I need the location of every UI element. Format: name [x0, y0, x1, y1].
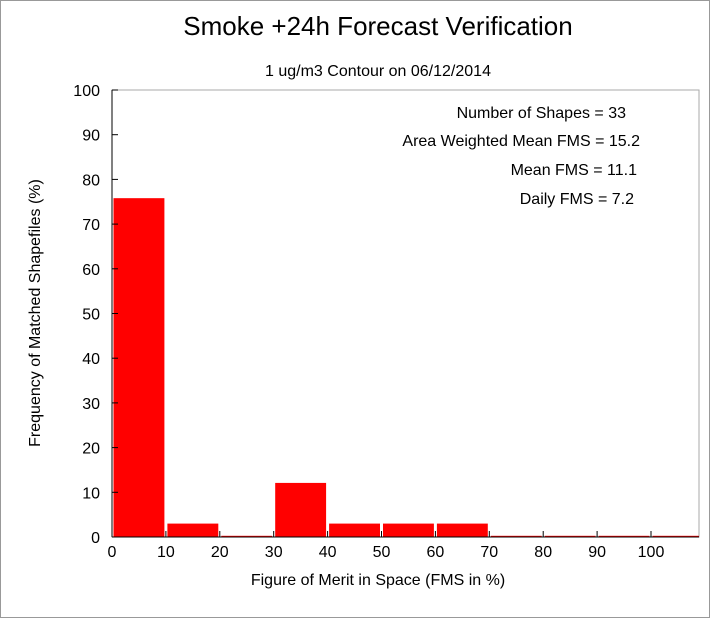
y-tick-label: 0	[91, 530, 100, 547]
bars-group	[113, 198, 699, 537]
histogram-bar	[113, 198, 165, 537]
histogram-bar	[167, 523, 219, 537]
y-tick-label: 80	[82, 172, 100, 189]
x-axis-label: Figure of Merit in Space (FMS in %)	[251, 572, 505, 589]
y-tick-label: 60	[82, 262, 100, 279]
y-tick-label: 70	[82, 217, 100, 234]
histogram-bar	[221, 535, 273, 537]
stat-annotation: Mean FMS = 11.1	[511, 162, 638, 179]
x-tick-label: 90	[588, 544, 606, 561]
stats-annotations: Number of Shapes = 33 Area Weighted Mean …	[402, 105, 640, 208]
chart-title: Smoke +24h Forecast Verification	[183, 11, 572, 41]
x-tick-label: 0	[108, 544, 117, 561]
histogram-bar	[490, 535, 542, 537]
y-tick-label: 100	[73, 83, 100, 100]
y-tick-label: 10	[82, 485, 100, 502]
histogram-bar	[436, 523, 488, 537]
x-tick-label: 30	[265, 544, 283, 561]
y-tick-label: 40	[82, 351, 100, 368]
x-tick-label: 80	[534, 544, 552, 561]
x-tick-label: 100	[638, 544, 665, 561]
stat-annotation: Number of Shapes = 33	[457, 105, 627, 122]
histogram-bar	[275, 482, 327, 537]
y-tick-label: 50	[82, 307, 100, 324]
histogram-bar	[652, 535, 699, 537]
y-tick-label: 20	[82, 441, 100, 458]
chart-subtitle: 1 ug/m3 Contour on 06/12/2014	[265, 63, 491, 80]
x-tick-label: 70	[480, 544, 498, 561]
x-axis-ticks: 0 10 20 30 40 50 60 70 80 90 100	[108, 531, 665, 561]
histogram-bar	[329, 523, 380, 537]
x-tick-label: 20	[211, 544, 229, 561]
stat-annotation: Daily FMS = 7.2	[520, 191, 634, 208]
histogram-bar	[598, 535, 650, 537]
histogram-bar	[544, 535, 596, 537]
y-axis-ticks: 0 10 20 30 40 50 60 70 80 90 100	[73, 83, 118, 547]
y-axis-label: Frequency of Matched Shapefiles (%)	[27, 179, 44, 447]
x-tick-label: 40	[319, 544, 337, 561]
x-tick-label: 60	[427, 544, 445, 561]
stat-annotation: Area Weighted Mean FMS = 15.2	[402, 133, 640, 150]
y-tick-label: 90	[82, 128, 100, 145]
histogram-bar	[383, 523, 434, 537]
x-tick-label: 10	[157, 544, 175, 561]
y-tick-label: 30	[82, 396, 100, 413]
x-tick-label: 50	[373, 544, 391, 561]
